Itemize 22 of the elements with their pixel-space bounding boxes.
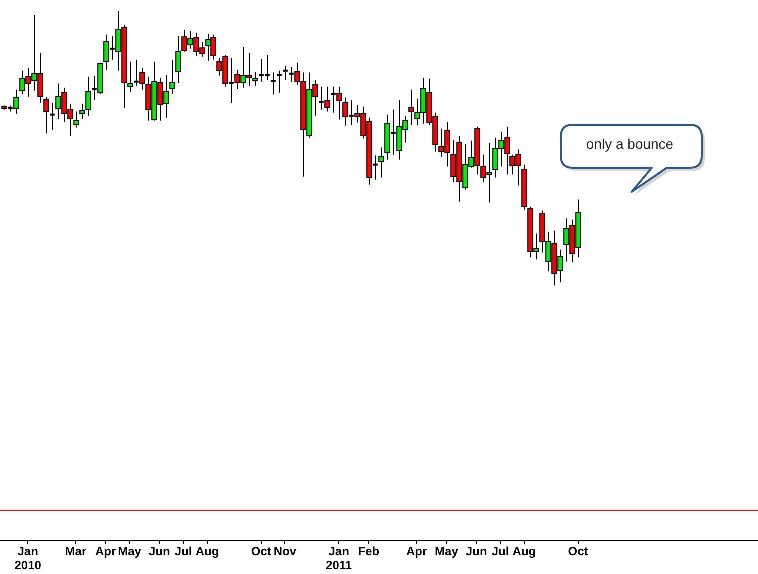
x-tick-label: Jan 2010: [14, 544, 42, 572]
x-tick-label: Jul: [492, 544, 510, 559]
x-tick-label: Oct: [251, 544, 272, 559]
x-tick-label: May: [118, 544, 142, 559]
x-tick-label: Oct: [568, 544, 588, 559]
x-tick-label: Jun: [148, 544, 170, 559]
x-tick-label: Apr: [406, 544, 428, 559]
x-tick-label: Nov: [274, 544, 297, 559]
x-tick-label: Apr: [96, 544, 117, 559]
x-tick-label: Jun: [466, 544, 488, 559]
candlestick: [270, 72, 277, 96]
candlestick: [49, 102, 56, 130]
x-tick-label: Aug: [196, 544, 220, 559]
x-tick-label: Mar: [65, 544, 87, 559]
x-tick-label: Aug: [512, 544, 536, 559]
text: only a bounce: [585, 136, 675, 152]
x-tick-label: May: [435, 544, 459, 559]
candlestick: [282, 65, 289, 80]
x-tick-label: Jul: [174, 544, 192, 559]
candlestick: [276, 70, 283, 94]
x-tick-label: Feb: [358, 544, 380, 559]
x-tick-label: Jan 2011: [326, 544, 352, 572]
